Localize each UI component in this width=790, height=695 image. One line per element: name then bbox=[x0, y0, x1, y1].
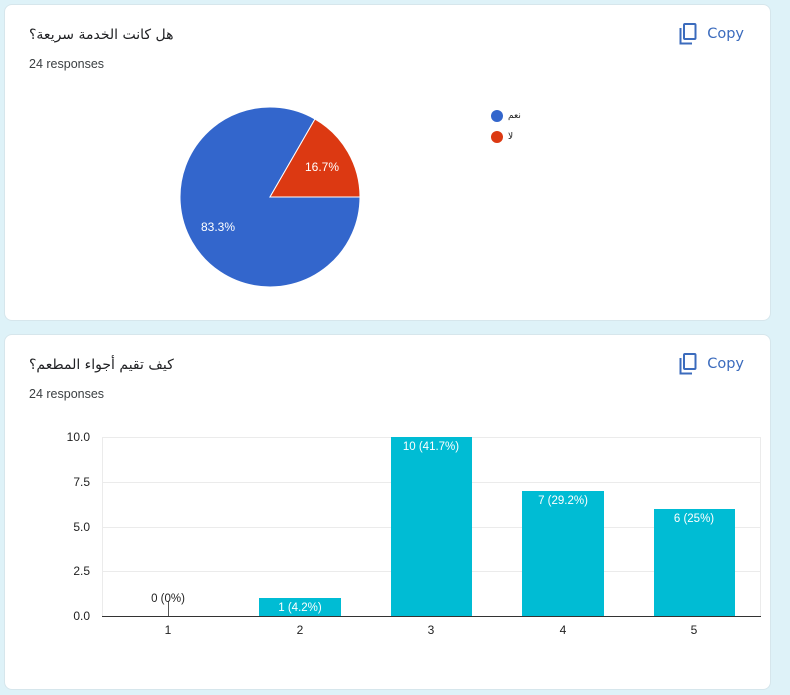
response-count: 24 responses bbox=[29, 57, 105, 71]
svg-text:2.5: 2.5 bbox=[73, 564, 90, 578]
response-count: 24 responses bbox=[29, 387, 105, 401]
slice-label-yes: 83.3% bbox=[201, 220, 235, 234]
svg-text:7.5: 7.5 bbox=[73, 475, 90, 489]
copy-chart-button[interactable]: Copy bbox=[679, 23, 744, 45]
copy-label: Copy bbox=[707, 26, 744, 42]
legend-dot-icon bbox=[491, 130, 503, 143]
question-card-service-speed: هل كانت الخدمة سريعة؟ 24 responses Copy … bbox=[4, 4, 771, 321]
svg-text:1: 1 bbox=[165, 623, 172, 637]
svg-text:10.0: 10.0 bbox=[67, 430, 91, 444]
slice-label-no: 16.7% bbox=[305, 160, 339, 174]
bar-label-3: 10 (41.7%) bbox=[403, 441, 459, 453]
bar-label-5: 6 (25%) bbox=[674, 513, 714, 525]
pie-legend: نعم لا bbox=[491, 105, 521, 147]
question-card-ambience-rating: كيف تقيم أجواء المطعم؟ 24 responses Copy… bbox=[4, 334, 771, 690]
bar-3[interactable] bbox=[391, 437, 472, 616]
question-title: هل كانت الخدمة سريعة؟ bbox=[29, 27, 174, 43]
question-title: كيف تقيم أجواء المطعم؟ bbox=[29, 357, 174, 373]
svg-text:4: 4 bbox=[560, 623, 567, 637]
copy-label: Copy bbox=[707, 356, 744, 372]
copy-icon bbox=[679, 353, 697, 375]
legend-label: نعم bbox=[508, 110, 521, 120]
bar-label-4: 7 (29.2%) bbox=[538, 495, 588, 507]
legend-item-yes[interactable]: نعم bbox=[491, 105, 521, 126]
svg-text:5.0: 5.0 bbox=[73, 520, 90, 534]
legend-label: لا bbox=[508, 131, 514, 141]
bar-5[interactable] bbox=[654, 509, 735, 616]
copy-chart-button[interactable]: Copy bbox=[679, 353, 744, 375]
legend-dot-icon bbox=[491, 109, 503, 122]
bar-chart: 0.0 2.5 5.0 7.5 10.0 0 (0%) 1 (4.2%) 10 … bbox=[67, 430, 761, 637]
svg-text:2: 2 bbox=[297, 623, 304, 637]
bar-label-2: 1 (4.2%) bbox=[278, 602, 322, 614]
bar-4[interactable] bbox=[522, 491, 604, 616]
pie-slice-no[interactable] bbox=[269, 118, 361, 198]
svg-text:3: 3 bbox=[428, 623, 435, 637]
bar-2[interactable] bbox=[259, 598, 341, 616]
svg-text:0.0: 0.0 bbox=[73, 609, 90, 623]
x-axis-ticks: 1 2 3 4 5 bbox=[165, 623, 698, 637]
svg-text:5: 5 bbox=[691, 623, 698, 637]
bar-label-1: 0 (0%) bbox=[151, 593, 185, 605]
pie-chart: 83.3% 16.7% bbox=[179, 106, 361, 288]
legend-item-no[interactable]: لا bbox=[491, 126, 521, 147]
copy-icon bbox=[679, 23, 697, 45]
y-axis-ticks: 0.0 2.5 5.0 7.5 10.0 bbox=[67, 430, 91, 623]
